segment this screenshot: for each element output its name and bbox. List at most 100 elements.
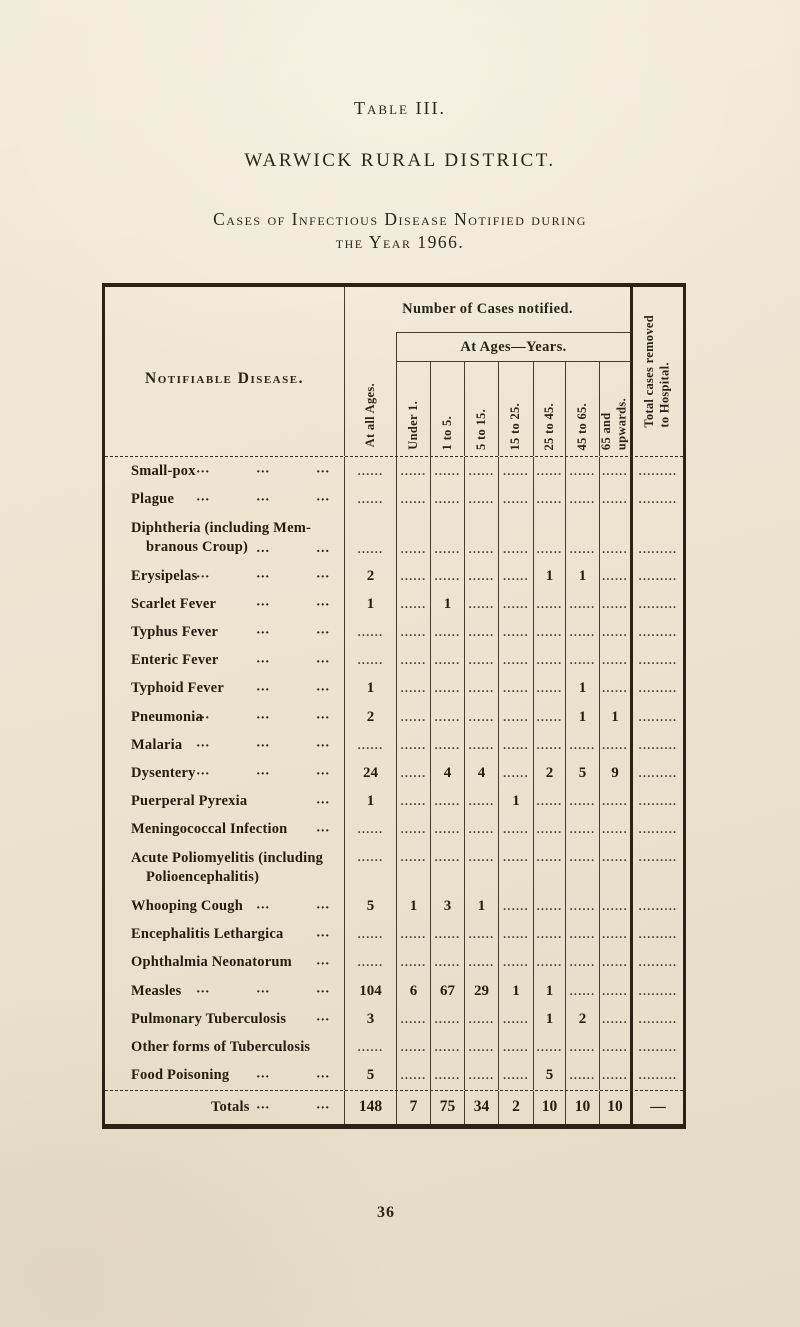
empty-cell-dots: ...... xyxy=(468,568,495,583)
case-count-cell: ...... xyxy=(499,815,534,844)
dot-leader: ... xyxy=(196,707,210,723)
cell-value: 4 xyxy=(443,764,452,781)
case-count-cell: 2 xyxy=(499,1090,534,1124)
case-count-cell: 6 xyxy=(397,977,431,1006)
cell-value: 1 xyxy=(477,898,486,915)
empty-cell-dots: ...... xyxy=(602,596,628,611)
case-count-cell: ...... xyxy=(499,759,534,788)
cell-value: 2 xyxy=(366,708,375,725)
empty-cell-dots: ...... xyxy=(536,709,563,724)
disease-name-cell: Acute Poliomyelitis (including Polioencep… xyxy=(105,843,345,893)
case-count-cell: ...... xyxy=(345,457,397,486)
case-count-cell: ...... xyxy=(465,1005,499,1034)
dot-leader: ... xyxy=(256,1097,270,1113)
disease-name: Totals xyxy=(211,1098,250,1115)
disease-name-cell: Typhus Fever...... xyxy=(105,618,345,647)
case-count-cell: 5 xyxy=(345,892,397,921)
total-removed-cell: ......... xyxy=(633,977,683,1005)
empty-cell-dots: ...... xyxy=(400,491,427,506)
case-count-cell: ...... xyxy=(397,513,431,562)
case-count-cell: ...... xyxy=(499,843,534,893)
disease-name-cell: Food Poisoning...... xyxy=(105,1061,345,1090)
case-count-cell: ...... xyxy=(566,815,600,844)
case-count-cell: ...... xyxy=(345,843,397,893)
empty-cell-dots: ...... xyxy=(503,709,529,724)
case-count-cell: ...... xyxy=(499,513,534,562)
empty-cell-dots: ...... xyxy=(569,596,596,611)
empty-cell-dots: ...... xyxy=(357,463,384,478)
dot-leader: ... xyxy=(316,623,330,639)
case-count-cell: ...... xyxy=(534,948,566,977)
dot-leader: ... xyxy=(256,764,270,780)
dot-leader: ... xyxy=(316,981,330,997)
empty-cell-dots: ...... xyxy=(503,1039,529,1054)
empty-cell-dots: ...... xyxy=(357,624,384,639)
cell-value: 1 xyxy=(578,567,587,584)
dot-leader: ... xyxy=(196,566,210,582)
case-count-cell: ...... xyxy=(345,920,397,949)
case-count-cell: ...... xyxy=(600,590,633,619)
empty-cell-dots: ...... xyxy=(400,653,427,668)
case-count-cell: ...... xyxy=(345,618,397,647)
disease-name-cell: Dysentery......... xyxy=(105,759,345,788)
disease-name: Plague xyxy=(131,490,175,507)
case-count-cell: ...... xyxy=(566,977,600,1006)
empty-cell-dots: ......... xyxy=(638,765,678,780)
case-count-cell: ...... xyxy=(600,892,633,921)
case-count-cell: ...... xyxy=(534,843,566,893)
cell-value: 1 xyxy=(578,680,587,697)
empty-cell-dots: ...... xyxy=(602,899,628,914)
case-count-cell: ...... xyxy=(465,457,499,486)
disease-name-cell: Whooping Cough...... xyxy=(105,892,345,921)
empty-cell-dots: ...... xyxy=(503,463,529,478)
empty-cell-dots: ...... xyxy=(468,794,495,809)
case-count-cell: 75 xyxy=(431,1090,465,1124)
empty-cell-dots: ...... xyxy=(569,463,596,478)
empty-cell-dots: ...... xyxy=(536,681,563,696)
case-count-cell: ...... xyxy=(499,590,534,619)
case-count-cell: 148 xyxy=(345,1090,397,1124)
total-removed-cell: ......... xyxy=(633,921,683,949)
case-count-cell: ...... xyxy=(431,815,465,844)
case-count-cell: ...... xyxy=(397,731,431,760)
case-count-cell: 1 xyxy=(345,674,397,703)
disease-name: Whooping Cough xyxy=(131,898,243,915)
empty-cell-dots: ...... xyxy=(468,596,495,611)
case-count-cell: ...... xyxy=(499,1005,534,1034)
empty-cell-dots: ...... xyxy=(569,822,596,837)
column-header-at-all-ages: At all Ages. xyxy=(345,332,397,456)
empty-cell-dots: ...... xyxy=(536,541,563,556)
page-number: 36 xyxy=(377,1204,395,1221)
disease-name-cell: Encephalitis Lethargica... xyxy=(105,920,345,949)
table-row: Malaria.................................… xyxy=(105,731,683,760)
case-count-cell: ...... xyxy=(534,920,566,949)
disease-name-cell: Other forms of Tuberculosis xyxy=(105,1033,345,1062)
empty-cell-dots: ...... xyxy=(602,1011,628,1026)
case-count-cell: ...... xyxy=(566,731,600,760)
empty-cell-dots: ...... xyxy=(602,463,628,478)
empty-cell-dots: ...... xyxy=(602,624,628,639)
case-count-cell: ...... xyxy=(465,1033,499,1062)
empty-cell-dots: ...... xyxy=(468,737,495,752)
empty-cell-dots: ...... xyxy=(400,541,427,556)
case-count-cell: 10 xyxy=(600,1090,633,1124)
case-count-cell: ...... xyxy=(431,674,465,703)
disease-name: Erysipelas xyxy=(131,567,198,584)
empty-cell-dots: ...... xyxy=(569,794,596,809)
dot-leader: ... xyxy=(316,897,330,913)
case-count-cell: ...... xyxy=(431,457,465,486)
case-count-cell: ...... xyxy=(397,674,431,703)
total-removed-cell: ......... xyxy=(633,787,683,815)
empty-cell-dots: ......... xyxy=(638,927,678,942)
disease-name-cell: Malaria......... xyxy=(105,731,345,760)
case-count-cell: ...... xyxy=(499,561,534,591)
empty-cell-dots: ...... xyxy=(602,983,628,998)
case-count-cell: ...... xyxy=(534,457,566,486)
cell-value: 7 xyxy=(409,1098,418,1116)
empty-cell-dots: ...... xyxy=(357,822,384,837)
case-count-cell: 5 xyxy=(566,759,600,788)
case-count-cell: 9 xyxy=(600,759,633,788)
case-count-cell: 34 xyxy=(465,1090,499,1124)
cell-value: — xyxy=(650,1098,666,1116)
disease-name-cell: Pneumonia......... xyxy=(105,702,345,732)
